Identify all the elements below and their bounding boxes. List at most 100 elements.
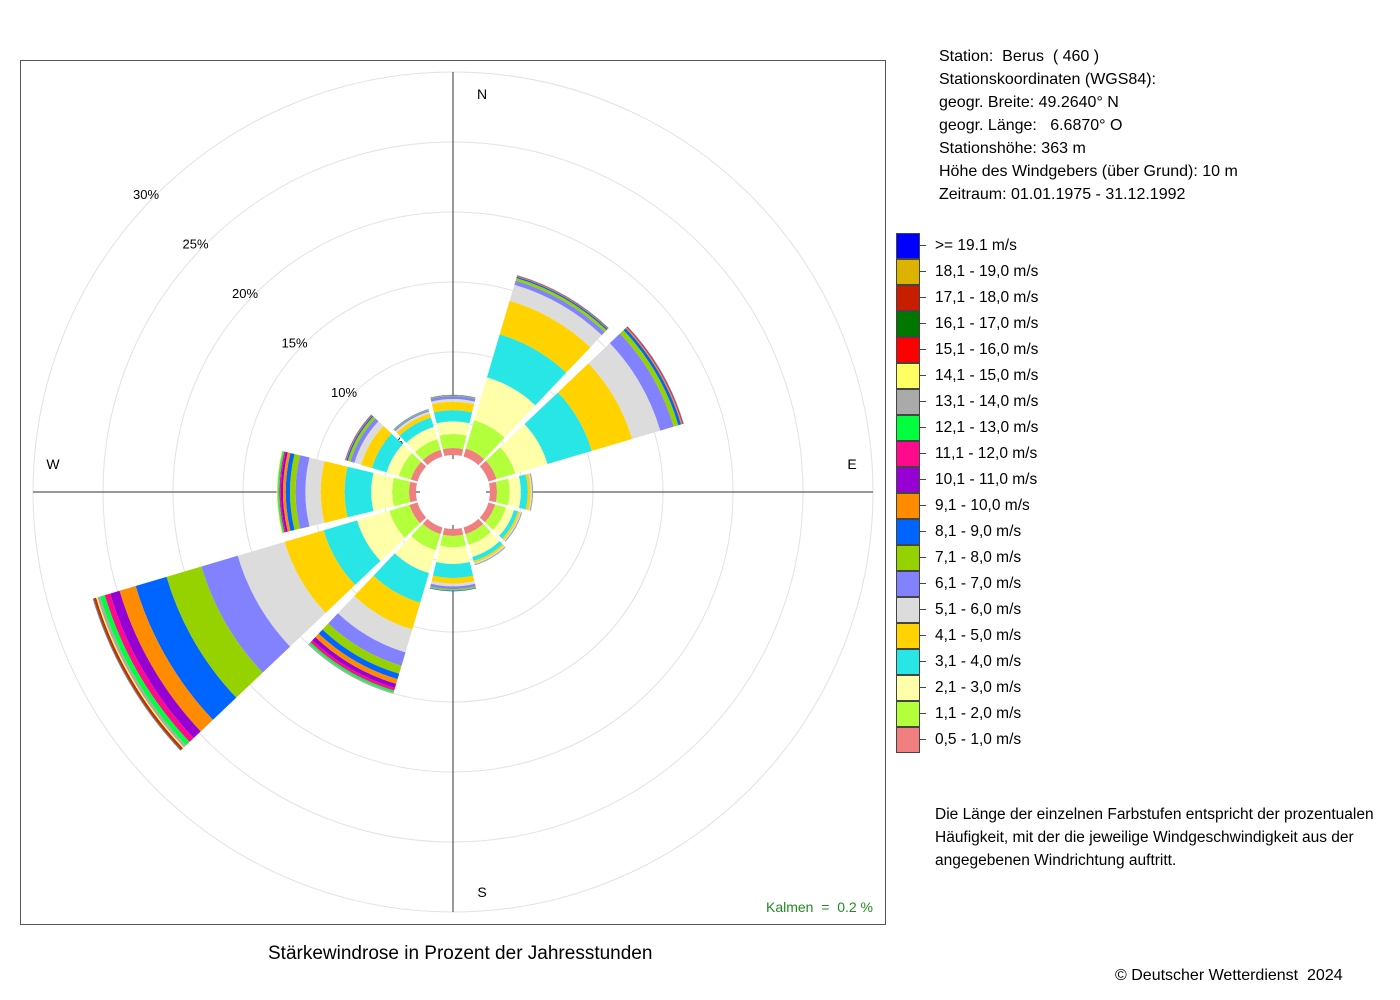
station-longitude: geogr. Länge: 6.6870° O (939, 117, 1123, 134)
ring-label: 30% (133, 187, 159, 202)
legend-item: 9,1 - 10,0 m/s (896, 493, 1096, 519)
wind-sector-band (436, 421, 470, 436)
legend-item: 4,1 - 5,0 m/s (896, 623, 1096, 649)
legend-label: 16,1 - 17,0 m/s (935, 315, 1039, 332)
wind-sector-band (514, 280, 605, 336)
legend-item: 10,1 - 11,0 m/s (896, 467, 1096, 493)
wind-sector-band (518, 474, 528, 510)
wind-sector-band (394, 536, 436, 574)
legend-swatch (896, 441, 920, 467)
legend-item: 13,1 - 14,0 m/s (896, 389, 1096, 415)
compass-label-n: N (477, 86, 487, 102)
wind-sector-band (279, 451, 286, 533)
legend-label: 9,1 - 10,0 m/s (935, 497, 1030, 514)
wind-sector-band (315, 633, 398, 684)
wind-sector-band (429, 587, 477, 592)
legend-swatch (896, 363, 920, 389)
explanation-note: Die Länge der einzelnen Farbstufen entsp… (935, 806, 1374, 869)
wind-sector-band (409, 502, 427, 524)
legend-item: 16,1 - 17,0 m/s (896, 311, 1096, 337)
wind-sector-band (472, 541, 503, 562)
wind-sector-band (350, 418, 379, 463)
legend-label: 0,5 - 1,0 m/s (935, 731, 1022, 748)
legend-item: 6,1 - 7,0 m/s (896, 571, 1096, 597)
station-elevation: Stationshöhe: 363 m (939, 140, 1086, 157)
legend-item: 2,1 - 3,0 m/s (896, 675, 1096, 701)
ring-label: 10% (331, 385, 357, 400)
legend-item: 15,1 - 16,0 m/s (896, 337, 1096, 363)
legend-swatch (896, 233, 920, 259)
wind-sector-band (558, 363, 633, 451)
wind-sector-band (409, 481, 418, 503)
wind-sector-band (357, 510, 405, 561)
wind-sector-band (305, 457, 325, 527)
wind-sector-band (493, 507, 514, 536)
wind-sector-band (463, 518, 484, 535)
legend-tick (920, 557, 926, 558)
legend-swatch (896, 701, 920, 727)
wind-sector-band (283, 452, 291, 532)
legend-tick (920, 687, 926, 688)
legend-tick (920, 739, 926, 740)
wind-sector-band (515, 277, 607, 333)
legend-tick (920, 635, 926, 636)
legend-label: 1,1 - 2,0 m/s (935, 705, 1022, 722)
legend-item: 8,1 - 9,0 m/s (896, 519, 1096, 545)
legend-swatch (896, 337, 920, 363)
wind-sector-band (508, 476, 521, 508)
legend-swatch (896, 727, 920, 753)
wind-sector-band (406, 426, 438, 452)
legend-tick (920, 661, 926, 662)
wind-sector-band (465, 420, 505, 460)
wind-sector-band (100, 595, 190, 746)
wind-sector-band (474, 545, 505, 565)
wind-sector-band (432, 562, 474, 579)
wind-sector-band (485, 447, 516, 480)
compass-label-e: E (847, 456, 856, 472)
legend-item: 0,5 - 1,0 m/s (896, 727, 1096, 753)
wind-sector-band (346, 415, 374, 461)
wind-sector-band (276, 450, 283, 534)
legend-item: 17,1 - 18,0 m/s (896, 285, 1096, 311)
legend-label: >= 19.1 m/s (935, 237, 1017, 254)
wind-sector-band (525, 473, 531, 511)
wind-sector-band (396, 413, 431, 436)
legend-swatch (896, 415, 920, 441)
wind-sector-band (399, 417, 434, 443)
wind-sector-band (373, 553, 429, 603)
wind-sector-band (347, 416, 376, 462)
wind-sector-band (104, 593, 194, 743)
wind-sector-band (431, 401, 475, 413)
legend-label: 14,1 - 15,0 m/s (935, 367, 1039, 384)
wind-sector-band (529, 473, 533, 511)
ring-label: 20% (232, 286, 258, 301)
legend-tick (920, 375, 926, 376)
copyright: © Deutscher Wetterdienst 2024 (1115, 967, 1343, 984)
wind-sector-band (328, 613, 406, 666)
wind-sector-band (436, 545, 470, 564)
wind-sector-band (442, 448, 464, 457)
wind-sector-band (320, 461, 348, 523)
wind-sector-band (609, 333, 674, 431)
wind-sector-band (394, 410, 430, 432)
legend-label: 18,1 - 19,0 m/s (935, 263, 1039, 280)
wind-sector-band (361, 426, 392, 468)
speed-legend: >= 19.1 m/s 18,1 - 19,0 m/s 17,1 - 18,0 m/… (896, 233, 1096, 753)
wind-sector-band (619, 330, 679, 427)
wind-sector-band (588, 343, 661, 439)
wind-sector-band (431, 575, 475, 584)
legend-swatch (896, 285, 920, 311)
wind-sector-band (166, 566, 263, 698)
wind-sector-band (468, 532, 500, 558)
wind-sector-band (371, 472, 394, 512)
legend-swatch (896, 467, 920, 493)
wind-sector-band (430, 395, 476, 399)
wind-sector-band (430, 581, 476, 587)
wind-sector-band (310, 640, 395, 691)
wind-sector-band (488, 481, 497, 503)
legend-tick (920, 583, 926, 584)
legend-tick (920, 609, 926, 610)
legend-label: 6,1 - 7,0 m/s (935, 575, 1022, 592)
legend-swatch (896, 259, 920, 285)
